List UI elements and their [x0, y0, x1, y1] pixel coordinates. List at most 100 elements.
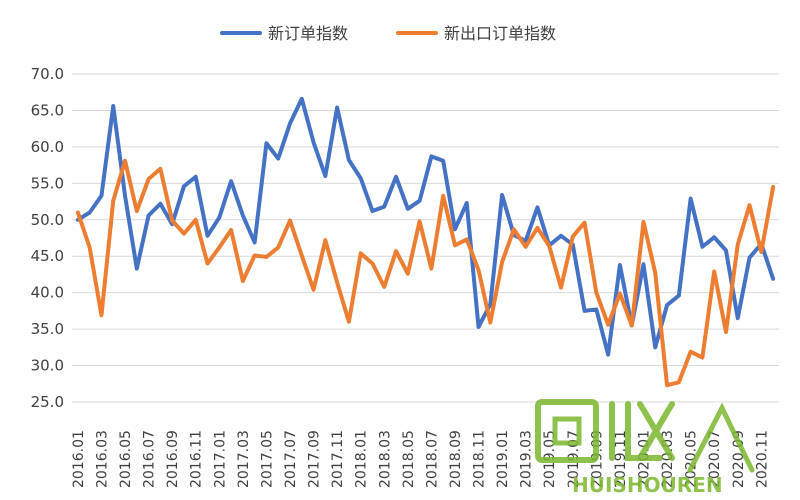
data-point — [594, 307, 598, 311]
x-tick-label: 2020.11 — [754, 430, 770, 488]
data-point — [99, 313, 103, 317]
data-point — [641, 220, 645, 224]
data-point — [194, 175, 198, 179]
data-point — [618, 291, 622, 295]
x-tick-label: 2016.03 — [94, 430, 110, 488]
data-point — [276, 245, 280, 249]
data-point — [335, 106, 339, 110]
x-tick-label: 2017.05 — [259, 430, 275, 488]
x-tick-label: 2020.05 — [684, 430, 700, 488]
data-point — [111, 104, 115, 108]
x-tick-label: 2020.07 — [707, 430, 723, 488]
x-tick-label: 2018.05 — [401, 430, 417, 488]
data-point — [158, 202, 162, 206]
data-point — [217, 216, 221, 220]
data-point — [312, 288, 316, 292]
data-point — [712, 270, 716, 274]
data-point — [677, 380, 681, 384]
data-point — [264, 255, 268, 259]
data-point — [429, 154, 433, 158]
data-point — [771, 185, 775, 189]
data-point — [300, 253, 304, 257]
data-point — [465, 201, 469, 205]
x-tick-label: 2018.09 — [448, 430, 464, 488]
data-point — [535, 226, 539, 230]
y-tick-label: 35.0 — [31, 320, 64, 338]
data-point — [135, 267, 139, 271]
data-point — [689, 197, 693, 201]
data-point — [583, 221, 587, 225]
data-point — [253, 240, 257, 244]
data-point — [594, 291, 598, 295]
y-tick-label: 25.0 — [31, 393, 64, 411]
data-point — [748, 203, 752, 207]
x-tick-label: 2019.11 — [613, 430, 629, 488]
data-point — [135, 209, 139, 213]
data-point — [382, 205, 386, 209]
data-point — [335, 280, 339, 284]
x-tick-label: 2017.07 — [283, 430, 299, 488]
data-point — [677, 294, 681, 298]
data-point — [182, 184, 186, 188]
data-point — [370, 209, 374, 213]
data-point — [653, 345, 657, 349]
data-point — [512, 227, 516, 231]
data-point — [229, 228, 233, 232]
data-point — [606, 323, 610, 327]
data-point — [606, 353, 610, 357]
data-point — [182, 232, 186, 236]
data-point — [206, 262, 210, 266]
data-point — [406, 207, 410, 211]
data-point — [194, 218, 198, 222]
data-point — [217, 245, 221, 249]
data-point — [123, 159, 127, 163]
data-point — [535, 205, 539, 209]
data-point — [359, 251, 363, 255]
data-point — [76, 210, 80, 214]
legend-label-new-export-orders: 新出口订单指数 — [444, 24, 556, 43]
data-point — [158, 167, 162, 171]
data-point — [418, 199, 422, 203]
x-tick-label: 2016.01 — [71, 430, 87, 488]
data-point — [323, 174, 327, 178]
data-point — [123, 194, 127, 198]
data-point — [99, 194, 103, 198]
data-point — [429, 267, 433, 271]
data-point — [700, 356, 704, 360]
series-line-0 — [75, 96, 776, 357]
data-point — [630, 323, 634, 327]
data-point — [583, 309, 587, 313]
y-tick-label: 45.0 — [31, 247, 64, 265]
data-point — [618, 263, 622, 267]
svg-text:HUISHOUREN: HUISHOUREN — [572, 473, 723, 497]
data-point — [406, 272, 410, 276]
data-point — [147, 213, 151, 217]
data-point — [736, 316, 740, 320]
legend-label-new-orders: 新订单指数 — [268, 24, 348, 43]
x-tick-label: 2017.09 — [307, 430, 323, 488]
data-point — [748, 256, 752, 260]
y-axis-ticks: 25.0 30.0 35.0 40.0 45.0 50.0 55.0 60.0 65.0 70.0 — [31, 65, 64, 411]
huishouren-logo-watermark: HUISHOUREN — [535, 399, 755, 497]
data-point — [382, 285, 386, 289]
data-point — [264, 141, 268, 145]
data-point — [571, 235, 575, 239]
data-point — [488, 321, 492, 325]
data-point — [88, 210, 92, 214]
legend-item-new-orders: 新订单指数 — [220, 24, 348, 43]
data-point — [394, 175, 398, 179]
data-point — [111, 199, 115, 203]
data-point — [547, 244, 551, 248]
series-line-1 — [75, 158, 776, 388]
data-point — [724, 248, 728, 252]
data-point — [88, 245, 92, 249]
data-point — [689, 350, 693, 354]
data-point — [500, 260, 504, 264]
data-point — [229, 179, 233, 183]
data-point — [241, 213, 245, 217]
data-point — [641, 262, 645, 266]
data-point — [500, 193, 504, 197]
y-tick-label: 30.0 — [31, 357, 64, 375]
